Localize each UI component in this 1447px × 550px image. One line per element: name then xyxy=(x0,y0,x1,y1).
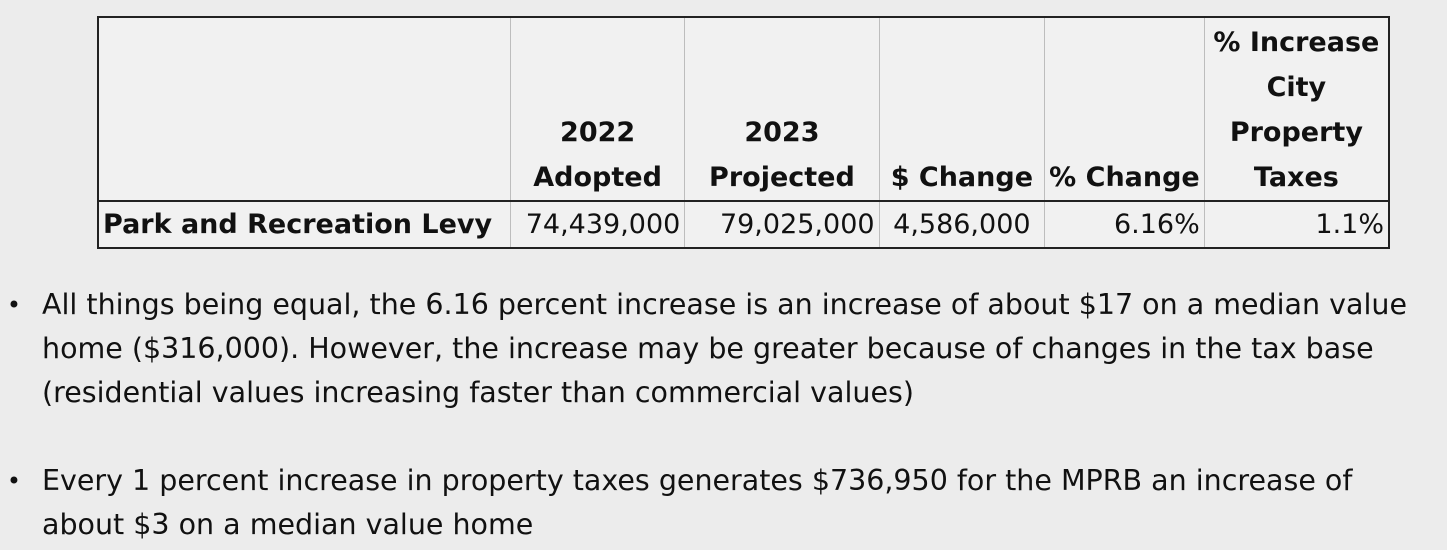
bullet-icon: • xyxy=(6,467,22,495)
bullet-icon: • xyxy=(6,291,22,319)
header-dollar-change: $ Change xyxy=(878,17,1046,202)
list-item: • Every 1 percent increase in property t… xyxy=(7,459,1438,547)
bullet-text: All things being equal, the 6.16 percent… xyxy=(42,288,1407,409)
list-item: • All things being equal, the 6.16 perce… xyxy=(7,283,1438,415)
cell-city-tax-increase: 1.1% xyxy=(1203,201,1390,248)
table-row: Park and Recreation Levy 74,439,000 79,0… xyxy=(97,201,1390,248)
header-line: Taxes xyxy=(1253,162,1339,193)
header-line: 2023 xyxy=(744,117,820,148)
cell-2022-adopted: 74,439,000 xyxy=(509,201,686,248)
cell-percent-change: 6.16% xyxy=(1044,201,1205,248)
cell-2023-projected: 79,025,000 xyxy=(684,201,880,248)
header-2023-projected: 2023 Projected xyxy=(684,17,880,202)
row-label: Park and Recreation Levy xyxy=(97,201,511,248)
header-line: 2022 xyxy=(560,117,636,148)
header-percent-change: % Change xyxy=(1044,17,1205,202)
bullet-text: Every 1 percent increase in property tax… xyxy=(42,464,1353,541)
header-line: % Increase xyxy=(1213,27,1380,58)
header-line: City xyxy=(1266,72,1327,103)
header-city-property-taxes: % Increase City Property Taxes xyxy=(1203,17,1390,202)
header-line: Projected xyxy=(709,162,855,193)
header-line: Property xyxy=(1229,117,1363,148)
levy-table: 2022 Adopted 2023 Projected $ Change % C… xyxy=(97,16,1390,249)
header-2022-adopted: 2022 Adopted xyxy=(509,17,686,202)
cell-dollar-change: 4,586,000 xyxy=(878,201,1046,248)
header-label xyxy=(97,17,511,202)
header-line: Adopted xyxy=(533,162,662,193)
table-header-row: 2022 Adopted 2023 Projected $ Change % C… xyxy=(97,17,1390,202)
bullet-list: • All things being equal, the 6.16 perce… xyxy=(7,283,1438,547)
